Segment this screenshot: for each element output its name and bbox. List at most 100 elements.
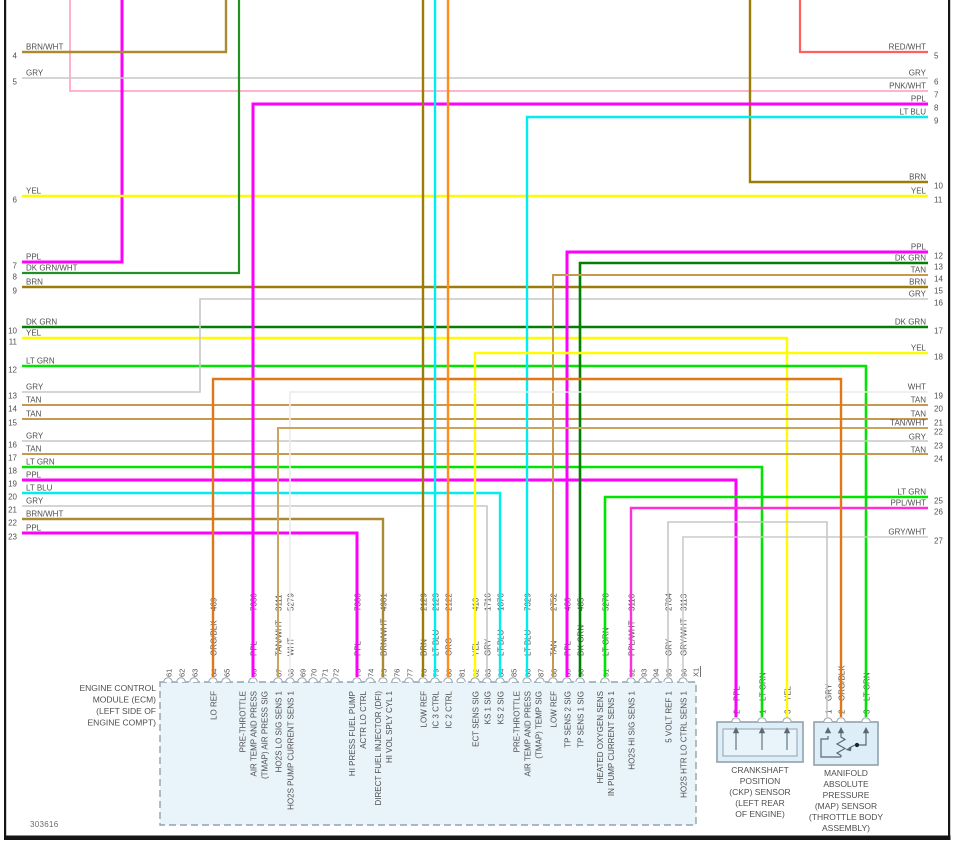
left-stub-number: 13 <box>8 392 17 401</box>
right-border <box>948 0 951 840</box>
ecm-pin-number: 93 <box>640 669 649 677</box>
ecm-pin-wire-color: GRY <box>484 638 493 656</box>
resistor-zigzag-icon <box>835 733 847 757</box>
left-stub-label: TAN <box>26 410 42 419</box>
left-stub-label: TAN <box>26 445 42 454</box>
frame-borders <box>4 0 951 840</box>
wire-org-blk-pin64-to-map-2 <box>211 377 843 717</box>
wire-dk-grn-wht-left-8-to-top <box>22 0 241 275</box>
right-stub-label: BRN <box>909 278 926 287</box>
ecm-label: ENGINE COMPT) <box>88 718 157 728</box>
pin-socket <box>663 677 673 683</box>
ecm-pin-94: 94 <box>650 669 661 683</box>
wire-brn-wht-left-4-to-top <box>22 0 228 54</box>
ecm-pin-87: 87 <box>535 669 546 683</box>
wire-ppl-wht-pin92-to-right-26 <box>629 506 928 677</box>
pin-socket <box>319 677 329 683</box>
right-wire-stubs: 5 RED/WHT 6 GRY 7 PNK/WHT 8 PPL 9 LT BLU 10 BRN 11 YE… <box>888 43 943 546</box>
right-stub-label: YEL <box>911 344 927 353</box>
right-stub-number: 7 <box>934 91 939 100</box>
pin-socket <box>836 717 846 723</box>
ecm-pin-circuit-number: 3113 <box>680 593 689 611</box>
pin-socket <box>297 677 307 683</box>
junction-dot <box>854 742 860 748</box>
pin-socket <box>495 677 505 683</box>
ecm-pin-62: 62 <box>176 669 187 683</box>
pin-socket <box>208 677 218 683</box>
left-stub-number: 15 <box>8 419 17 428</box>
wire-wht-pin68-to-right-19 <box>289 391 928 677</box>
ckp-sensor-inner-box <box>722 728 798 757</box>
ecm-pin-function: IN PUMP CURRENT SENS 1 <box>607 690 616 796</box>
pin-socket <box>470 677 480 683</box>
ecm-pin-number: 71 <box>321 669 330 677</box>
ecm-connector-id: X1 <box>692 668 701 677</box>
ecm-pin-number: 96 <box>680 669 689 677</box>
left-stub-number: 8 <box>13 273 18 282</box>
pin-socket <box>535 677 545 683</box>
left-stub-label: GRY <box>26 69 44 78</box>
left-stub-number: 7 <box>13 262 18 271</box>
wire-lt-grn-pin91-to-right-25 <box>603 495 928 677</box>
ecm-label: (LEFT SIDE OF <box>96 706 156 716</box>
ecm-pin-function: PRE-THROTTLE <box>239 691 248 752</box>
right-stub-number: 12 <box>934 252 943 261</box>
pin-socket <box>378 677 388 683</box>
ecm-pin-function: TP SENS 2 SIG <box>564 691 573 748</box>
ecm-pin-function: HO2S HTR LO CTRL SENS 1 <box>680 690 689 797</box>
left-stub-label: BRN/WHT <box>26 43 63 52</box>
left-stub-label: LT BLU <box>26 484 53 493</box>
ecm-box <box>159 681 697 826</box>
right-stub-label: GRY <box>909 290 927 299</box>
right-stub-label: LT GRN <box>897 488 926 497</box>
right-stub-label: DK GRN <box>895 254 926 263</box>
left-stub-label: YEL <box>26 329 42 338</box>
left-stub-number: 23 <box>8 533 17 542</box>
arrow-up-icon <box>783 727 791 734</box>
right-stub-label: GRY/WHT <box>888 528 926 537</box>
wire-lt-blu-pin86-to-right-9 <box>525 115 928 677</box>
wire-ppl-left-23-to-pin73 <box>22 531 359 677</box>
left-stub-label: BRN <box>26 278 43 287</box>
right-stub-number: 13 <box>934 263 943 272</box>
right-stub-label: TAN <box>911 266 927 275</box>
ecm-pin-85: 85 <box>508 669 519 683</box>
pin-socket <box>482 677 492 683</box>
left-stub-number: 6 <box>13 196 18 205</box>
right-stub-number: 23 <box>934 442 943 451</box>
map-sensor-label: PRESSURE <box>823 790 870 800</box>
map-sensor-pin-number: 1 <box>825 709 834 714</box>
left-stub-label: PPL <box>26 524 42 533</box>
ecm-pin-circuit-number: 2704 <box>665 593 674 611</box>
wire-gry-left-21-to-pin83 <box>22 505 488 677</box>
ecm-pin-number: 65 <box>223 669 232 677</box>
pin-socket <box>600 677 610 683</box>
arrow-up-icon <box>732 727 740 734</box>
right-stub-number: 19 <box>934 392 943 401</box>
left-stub-number: 11 <box>9 338 18 347</box>
ecm-pin-number: 74 <box>367 669 376 677</box>
pin-socket <box>678 677 688 683</box>
ecm-pin-number: 72 <box>332 669 341 677</box>
right-stub-label: TAN <box>911 396 927 405</box>
ecm-pin-number: 77 <box>406 669 415 677</box>
wire-gry-wht-pin96-to-right-27 <box>682 536 928 677</box>
map-sensor-label: (THROTTLE BODY <box>809 812 883 822</box>
pin-socket <box>823 717 833 723</box>
arrow-up-icon <box>837 727 845 734</box>
ecm-pin-70: 70 <box>308 669 319 683</box>
left-stub-label: LT GRN <box>26 357 55 366</box>
wire-pnk-wht-top-to-right-7 <box>69 0 928 92</box>
ecm-pin-number: 62 <box>178 669 187 677</box>
left-stub-label: YEL <box>26 187 42 196</box>
ecm-pin-function: KS 1 SIG <box>484 691 493 724</box>
right-stub-label: GRY <box>909 69 927 78</box>
resistor-leg <box>820 736 841 758</box>
ecm-pin-wire-color: GRY/WHT <box>680 618 689 656</box>
arrow-up-icon <box>758 727 766 734</box>
wire-brn-wht-left-22-to-pin75 <box>22 517 385 677</box>
pin-socket <box>508 677 518 683</box>
right-stub-number: 15 <box>934 287 943 296</box>
right-stub-number: 10 <box>934 182 943 191</box>
